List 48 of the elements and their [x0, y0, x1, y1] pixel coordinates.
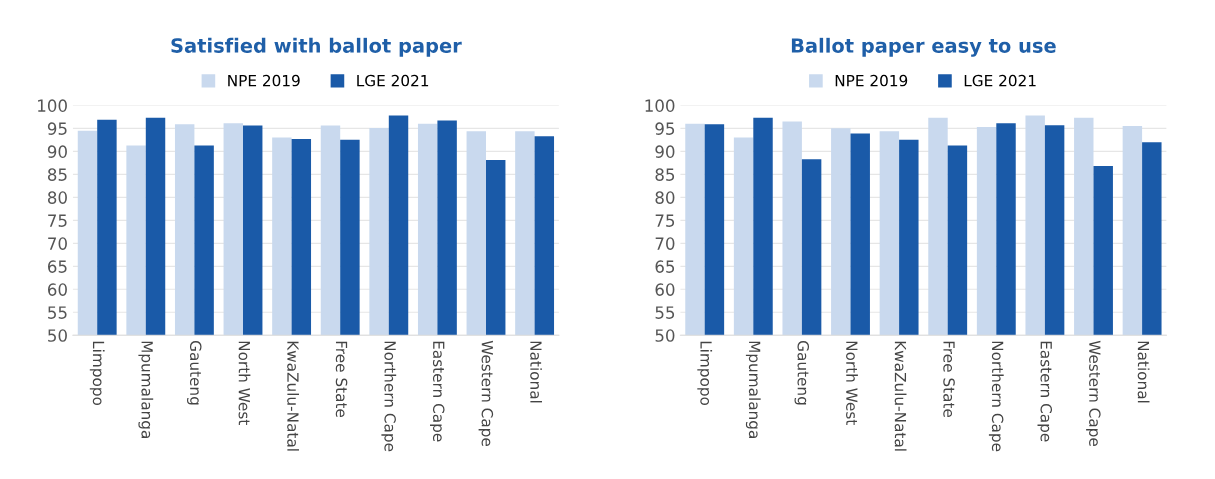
x-tick-label: Mpumalanga	[745, 341, 761, 438]
y-tick-label: 90	[655, 145, 675, 158]
x-tick-label: Free State	[335, 341, 348, 418]
y-tick-label: 70	[655, 237, 675, 250]
x-tick-label: KwaZulu-Natal	[894, 341, 907, 451]
y-tick-label: 50	[655, 329, 675, 342]
y-tick-label: 100	[645, 99, 675, 112]
legend-label: NPE 2019	[835, 74, 908, 87]
y-tick-label: 85	[655, 168, 675, 181]
y-tick-label: 75	[48, 214, 67, 227]
x-tick-label: Northern Cape	[381, 341, 397, 452]
y-tick-label: 60	[655, 283, 675, 296]
legend-label: NPE 2019	[228, 74, 300, 87]
y-tick-label: 50	[48, 329, 67, 342]
y-tick-label: 55	[48, 306, 67, 319]
x-tick-label: Eastern Cape	[1037, 341, 1053, 442]
y-tick-label: 70	[48, 237, 67, 250]
y-tick-label: 95	[655, 122, 675, 135]
x-tick-label: National	[1137, 341, 1150, 403]
chart-title: Ballot paper easy to use	[791, 37, 1056, 57]
x-tick-label: Western Cape	[478, 340, 494, 446]
y-tick-label: 85	[47, 168, 67, 181]
legend-label: LGE 2021	[357, 74, 429, 87]
x-tick-label: Limpopo	[89, 341, 105, 406]
x-tick-label: Mpumalanga	[138, 341, 154, 438]
legend-label: LGE 2021	[964, 74, 1036, 87]
y-tick-label: 90	[47, 145, 67, 158]
x-tick-label: KwaZulu-Natal	[287, 341, 299, 451]
y-tick-label: 55	[655, 306, 675, 319]
y-tick-label: 100	[38, 99, 67, 112]
y-tick-label: 95	[47, 122, 67, 135]
x-tick-label: Western Cape	[1086, 340, 1101, 446]
chart-title: Satisfied with ballot paper	[171, 37, 462, 57]
y-tick-label: 65	[655, 260, 675, 273]
y-tick-label: 80	[47, 191, 67, 204]
x-tick-label: Gauteng	[187, 341, 202, 405]
x-tick-label: National	[530, 341, 542, 403]
y-tick-label: 65	[47, 260, 67, 273]
y-tick-label: 75	[655, 214, 675, 227]
x-tick-label: Eastern Cape	[430, 341, 445, 442]
x-tick-label: Free State	[943, 341, 955, 418]
x-tick-label: Northern Cape	[988, 341, 1004, 452]
x-tick-label: Gauteng	[794, 341, 810, 405]
x-tick-label: North West	[846, 341, 858, 425]
x-tick-label: Limpopo	[697, 341, 713, 406]
x-tick-label: North West	[238, 341, 251, 425]
y-tick-label: 60	[47, 283, 67, 296]
y-tick-label: 80	[655, 191, 675, 204]
